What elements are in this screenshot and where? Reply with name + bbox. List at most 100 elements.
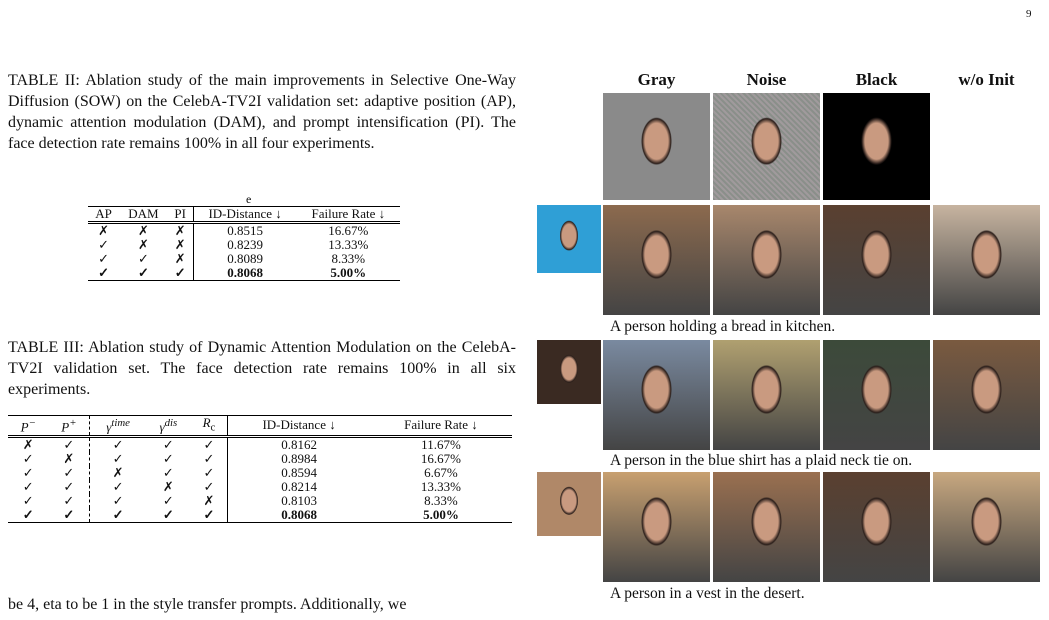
- cell: ✓: [112, 506, 124, 522]
- cell: 13.33%: [328, 237, 369, 252]
- row: ✓ ✓ ✓ ✓ ✓ 0.8068 5.00%: [8, 506, 512, 523]
- cell: ✗: [112, 464, 124, 480]
- cell: ✓: [98, 237, 110, 252]
- row: ✓ ✗ ✗ 0.8239 13.33%: [88, 238, 400, 252]
- image: [603, 340, 710, 450]
- row: ✓ ✓ ✗ 0.8089 8.33%: [88, 252, 400, 266]
- cell: ✓: [48, 479, 91, 494]
- header-cell: DAM: [128, 206, 159, 221]
- cell: ✗: [22, 436, 34, 452]
- cell: ✓: [137, 251, 149, 266]
- cell: ✓: [162, 506, 174, 522]
- column-header: Black: [855, 70, 898, 89]
- header-sup: dis: [164, 417, 178, 430]
- cell: 0.8214: [281, 478, 317, 494]
- cell: ✓: [190, 507, 229, 523]
- cell: ✓: [162, 450, 174, 466]
- cell: 11.67%: [421, 436, 461, 452]
- header-cell: ID-Distance ↓: [228, 416, 370, 437]
- cell: ✓: [22, 450, 34, 466]
- image: [823, 93, 930, 200]
- cell: 5.00%: [330, 265, 367, 280]
- stray-text: e: [246, 192, 252, 206]
- cell: ✗: [190, 493, 229, 508]
- header-base: γ: [159, 419, 165, 435]
- cell: ✓: [48, 436, 91, 452]
- cell: ✓: [98, 265, 110, 280]
- body-text: be 4, eta to be 1 in the style transfer …: [8, 596, 407, 613]
- cell: ✓: [48, 465, 91, 480]
- image: [713, 205, 820, 315]
- header-cell: γdis: [146, 416, 191, 437]
- image: [823, 205, 930, 315]
- figure-caption: A person holding a bread in kitchen.: [610, 318, 836, 335]
- header-sup: time: [111, 417, 130, 430]
- image: [713, 93, 820, 200]
- cell: 0.8984: [281, 450, 317, 466]
- cell: ✓: [167, 266, 194, 281]
- cell: ✓: [190, 479, 229, 494]
- cell: 0.8515: [227, 223, 263, 238]
- header-cell: Failure Rate ↓: [370, 416, 512, 437]
- column-header: w/o Init: [958, 70, 1015, 89]
- header-base: R: [202, 415, 211, 430]
- cell: ✓: [162, 436, 174, 452]
- header-row: AP DAM PI ID-Distance ↓ Failure Rate ↓: [88, 206, 400, 223]
- cell: ✗: [137, 223, 149, 238]
- image: [537, 205, 601, 273]
- cell: ✓: [190, 465, 229, 480]
- table-caption: TABLE II: Ablation study of the main imp…: [8, 72, 516, 152]
- header-cell: γtime: [90, 416, 146, 437]
- image: [823, 340, 930, 450]
- header-cell: Failure Rate ↓: [311, 206, 386, 221]
- column-header: Gray: [637, 70, 676, 89]
- image: [603, 205, 710, 315]
- cell: ✓: [162, 492, 174, 508]
- cell: 5.00%: [423, 506, 459, 522]
- cell: 0.8068: [227, 265, 263, 280]
- cell: 0.8089: [227, 251, 263, 266]
- row: ✓ ✓ ✓ ✓ ✗ 0.8103 8.33%: [8, 492, 512, 508]
- row: ✓ ✓ ✓ 0.8068 5.00%: [88, 266, 400, 281]
- column-header: Noise: [746, 70, 787, 89]
- cell: 6.67%: [424, 464, 458, 480]
- image: [933, 340, 1040, 450]
- cell: ✓: [112, 436, 124, 452]
- row: ✓ ✗ ✓ ✓ ✓ 0.8984 16.67%: [8, 450, 512, 466]
- cell: 0.8162: [281, 436, 317, 452]
- table: AP DAM PI ID-Distance ↓ Failure Rate ↓ ✗ ✗ ✗ 0.8…: [88, 206, 400, 281]
- header-sub: c: [210, 421, 216, 434]
- cell: 8.33%: [424, 492, 458, 508]
- header-base: γ: [106, 419, 112, 435]
- page-number: 9: [1026, 8, 1032, 20]
- header-base: ID-Distance ↓: [262, 417, 336, 433]
- image: [537, 340, 601, 404]
- table-caption: TABLE III: Ablation study of Dynamic Att…: [8, 339, 516, 398]
- cell: ✓: [48, 507, 91, 523]
- cell: 8.33%: [331, 251, 366, 266]
- image: [823, 472, 930, 582]
- cell: ✓: [98, 251, 110, 266]
- cell: ✗: [167, 252, 194, 266]
- image: [933, 205, 1040, 315]
- row: ✓ ✓ ✗ ✓ ✓ 0.8594 6.67%: [8, 464, 512, 480]
- image: [603, 472, 710, 582]
- cell: ✓: [22, 506, 34, 522]
- cell: 0.8103: [281, 492, 317, 508]
- cell: ✓: [22, 478, 34, 494]
- row: ✗ ✓ ✓ ✓ ✓ 0.8162 11.67%: [8, 436, 512, 452]
- cell: ✗: [167, 222, 194, 238]
- cell: ✓: [190, 436, 229, 452]
- cell: 0.8594: [281, 464, 317, 480]
- cell: ✓: [22, 492, 34, 508]
- table: P− P+ γtime γdis Rc ID-Distance ↓ Failure Rate…: [8, 415, 512, 523]
- cell: ✗: [137, 237, 149, 252]
- cell: 13.33%: [420, 478, 462, 494]
- header-cell: P+: [48, 415, 91, 437]
- header-cell: P−: [8, 416, 48, 437]
- header-row: P− P+ γtime γdis Rc ID-Distance ↓ Failure Rate…: [8, 415, 512, 437]
- cell: ✗: [167, 238, 194, 252]
- figure-caption: A person in the blue shirt has a plaid n…: [610, 452, 913, 469]
- cell: 16.67%: [420, 450, 462, 466]
